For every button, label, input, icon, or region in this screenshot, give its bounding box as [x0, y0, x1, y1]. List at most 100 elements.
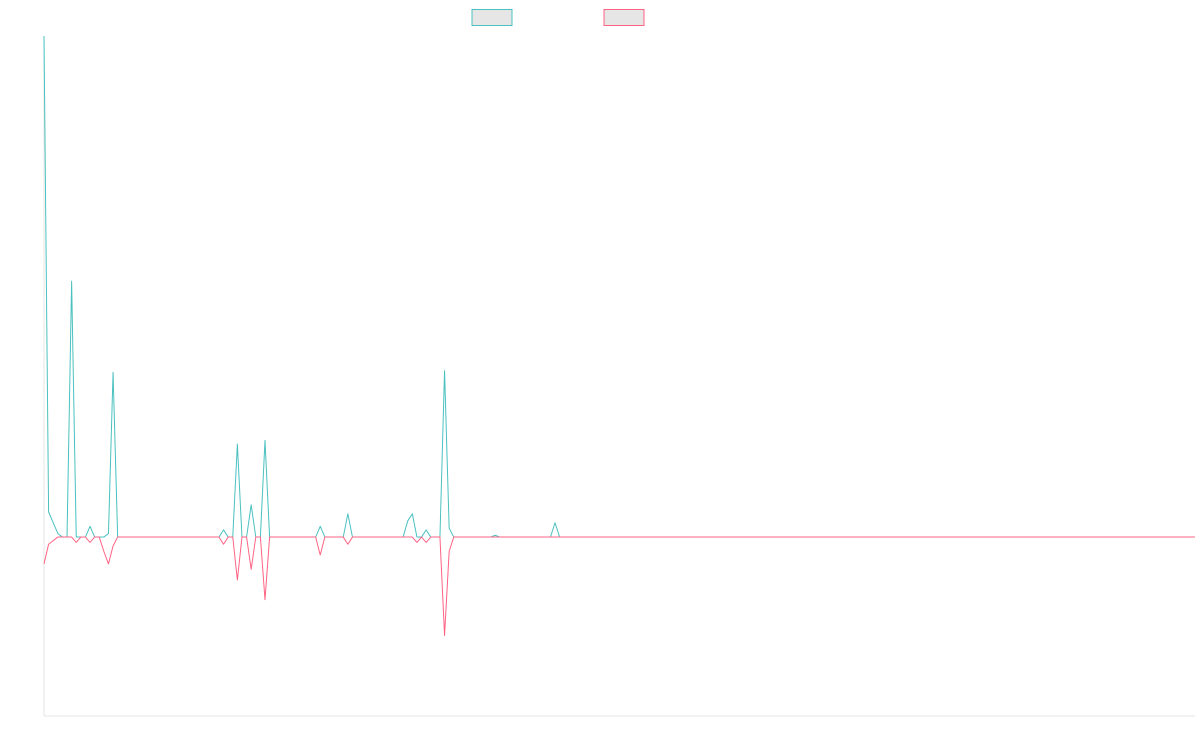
data-point[interactable]	[237, 443, 238, 444]
data-point[interactable]	[798, 536, 799, 537]
data-point[interactable]	[794, 536, 795, 537]
data-point[interactable]	[159, 536, 160, 537]
data-point[interactable]	[927, 536, 928, 537]
data-point[interactable]	[379, 536, 380, 537]
data-point[interactable]	[255, 536, 256, 537]
data-point[interactable]	[508, 536, 509, 537]
data-point[interactable]	[103, 551, 104, 552]
data-point[interactable]	[393, 536, 394, 537]
data-point[interactable]	[264, 440, 265, 441]
data-point[interactable]	[996, 536, 997, 537]
data-point[interactable]	[472, 536, 473, 537]
data-point[interactable]	[301, 536, 302, 537]
data-point[interactable]	[108, 533, 109, 534]
data-point[interactable]	[720, 536, 721, 537]
data-point[interactable]	[209, 536, 210, 537]
data-point[interactable]	[656, 536, 657, 537]
data-point[interactable]	[186, 536, 187, 537]
data-point[interactable]	[1112, 536, 1113, 537]
data-point[interactable]	[1029, 536, 1030, 537]
data-point[interactable]	[1006, 536, 1007, 537]
data-point[interactable]	[950, 536, 951, 537]
data-point[interactable]	[821, 536, 822, 537]
data-point[interactable]	[1107, 536, 1108, 537]
data-point[interactable]	[1089, 536, 1090, 537]
data-point[interactable]	[522, 536, 523, 537]
data-point[interactable]	[651, 536, 652, 537]
data-point[interactable]	[403, 536, 404, 537]
data-point[interactable]	[366, 536, 367, 537]
data-point[interactable]	[278, 536, 279, 537]
data-point[interactable]	[1047, 536, 1048, 537]
data-point[interactable]	[407, 520, 408, 521]
data-point[interactable]	[495, 535, 496, 536]
data-point[interactable]	[182, 536, 183, 537]
data-point[interactable]	[48, 544, 49, 545]
data-point[interactable]	[338, 536, 339, 537]
data-point[interactable]	[840, 536, 841, 537]
data-point[interactable]	[642, 536, 643, 537]
data-point[interactable]	[1144, 536, 1145, 537]
data-point[interactable]	[826, 536, 827, 537]
data-point[interactable]	[628, 536, 629, 537]
data-point[interactable]	[568, 536, 569, 537]
data-point[interactable]	[260, 536, 261, 537]
data-point[interactable]	[421, 536, 422, 537]
data-point[interactable]	[504, 536, 505, 537]
data-point[interactable]	[596, 536, 597, 537]
data-point[interactable]	[1042, 536, 1043, 537]
data-point[interactable]	[43, 35, 44, 36]
data-point[interactable]	[292, 536, 293, 537]
data-point[interactable]	[817, 536, 818, 537]
data-point[interactable]	[76, 536, 77, 537]
data-point[interactable]	[1070, 536, 1071, 537]
data-point[interactable]	[449, 528, 450, 529]
data-point[interactable]	[177, 536, 178, 537]
data-point[interactable]	[619, 536, 620, 537]
data-point[interactable]	[872, 536, 873, 537]
data-point[interactable]	[766, 536, 767, 537]
data-point[interactable]	[223, 529, 224, 530]
data-point[interactable]	[315, 536, 316, 537]
data-point[interactable]	[743, 536, 744, 537]
data-point[interactable]	[1052, 536, 1053, 537]
data-point[interactable]	[577, 536, 578, 537]
data-point[interactable]	[264, 599, 265, 600]
data-point[interactable]	[237, 579, 238, 580]
data-point[interactable]	[729, 536, 730, 537]
data-point[interactable]	[232, 536, 233, 537]
data-point[interactable]	[845, 536, 846, 537]
data-point[interactable]	[1084, 536, 1085, 537]
data-point[interactable]	[1153, 536, 1154, 537]
data-point[interactable]	[347, 513, 348, 514]
data-point[interactable]	[725, 536, 726, 537]
data-point[interactable]	[458, 536, 459, 537]
data-point[interactable]	[112, 545, 113, 546]
data-point[interactable]	[946, 536, 947, 537]
data-point[interactable]	[1098, 536, 1099, 537]
data-point[interactable]	[835, 536, 836, 537]
data-point[interactable]	[416, 536, 417, 537]
data-point[interactable]	[932, 536, 933, 537]
data-point[interactable]	[559, 536, 560, 537]
data-point[interactable]	[605, 536, 606, 537]
data-point[interactable]	[131, 536, 132, 537]
data-point[interactable]	[320, 554, 321, 555]
data-point[interactable]	[854, 536, 855, 537]
data-point[interactable]	[126, 536, 127, 537]
data-point[interactable]	[1171, 536, 1172, 537]
data-point[interactable]	[964, 536, 965, 537]
data-point[interactable]	[347, 544, 348, 545]
data-point[interactable]	[140, 536, 141, 537]
data-point[interactable]	[172, 536, 173, 537]
data-point[interactable]	[1033, 536, 1034, 537]
data-point[interactable]	[499, 536, 500, 537]
data-point[interactable]	[430, 536, 431, 537]
data-point[interactable]	[702, 536, 703, 537]
data-point[interactable]	[48, 511, 49, 512]
data-point[interactable]	[306, 536, 307, 537]
data-point[interactable]	[1167, 536, 1168, 537]
data-point[interactable]	[269, 536, 270, 537]
data-point[interactable]	[71, 536, 72, 537]
data-point[interactable]	[881, 536, 882, 537]
